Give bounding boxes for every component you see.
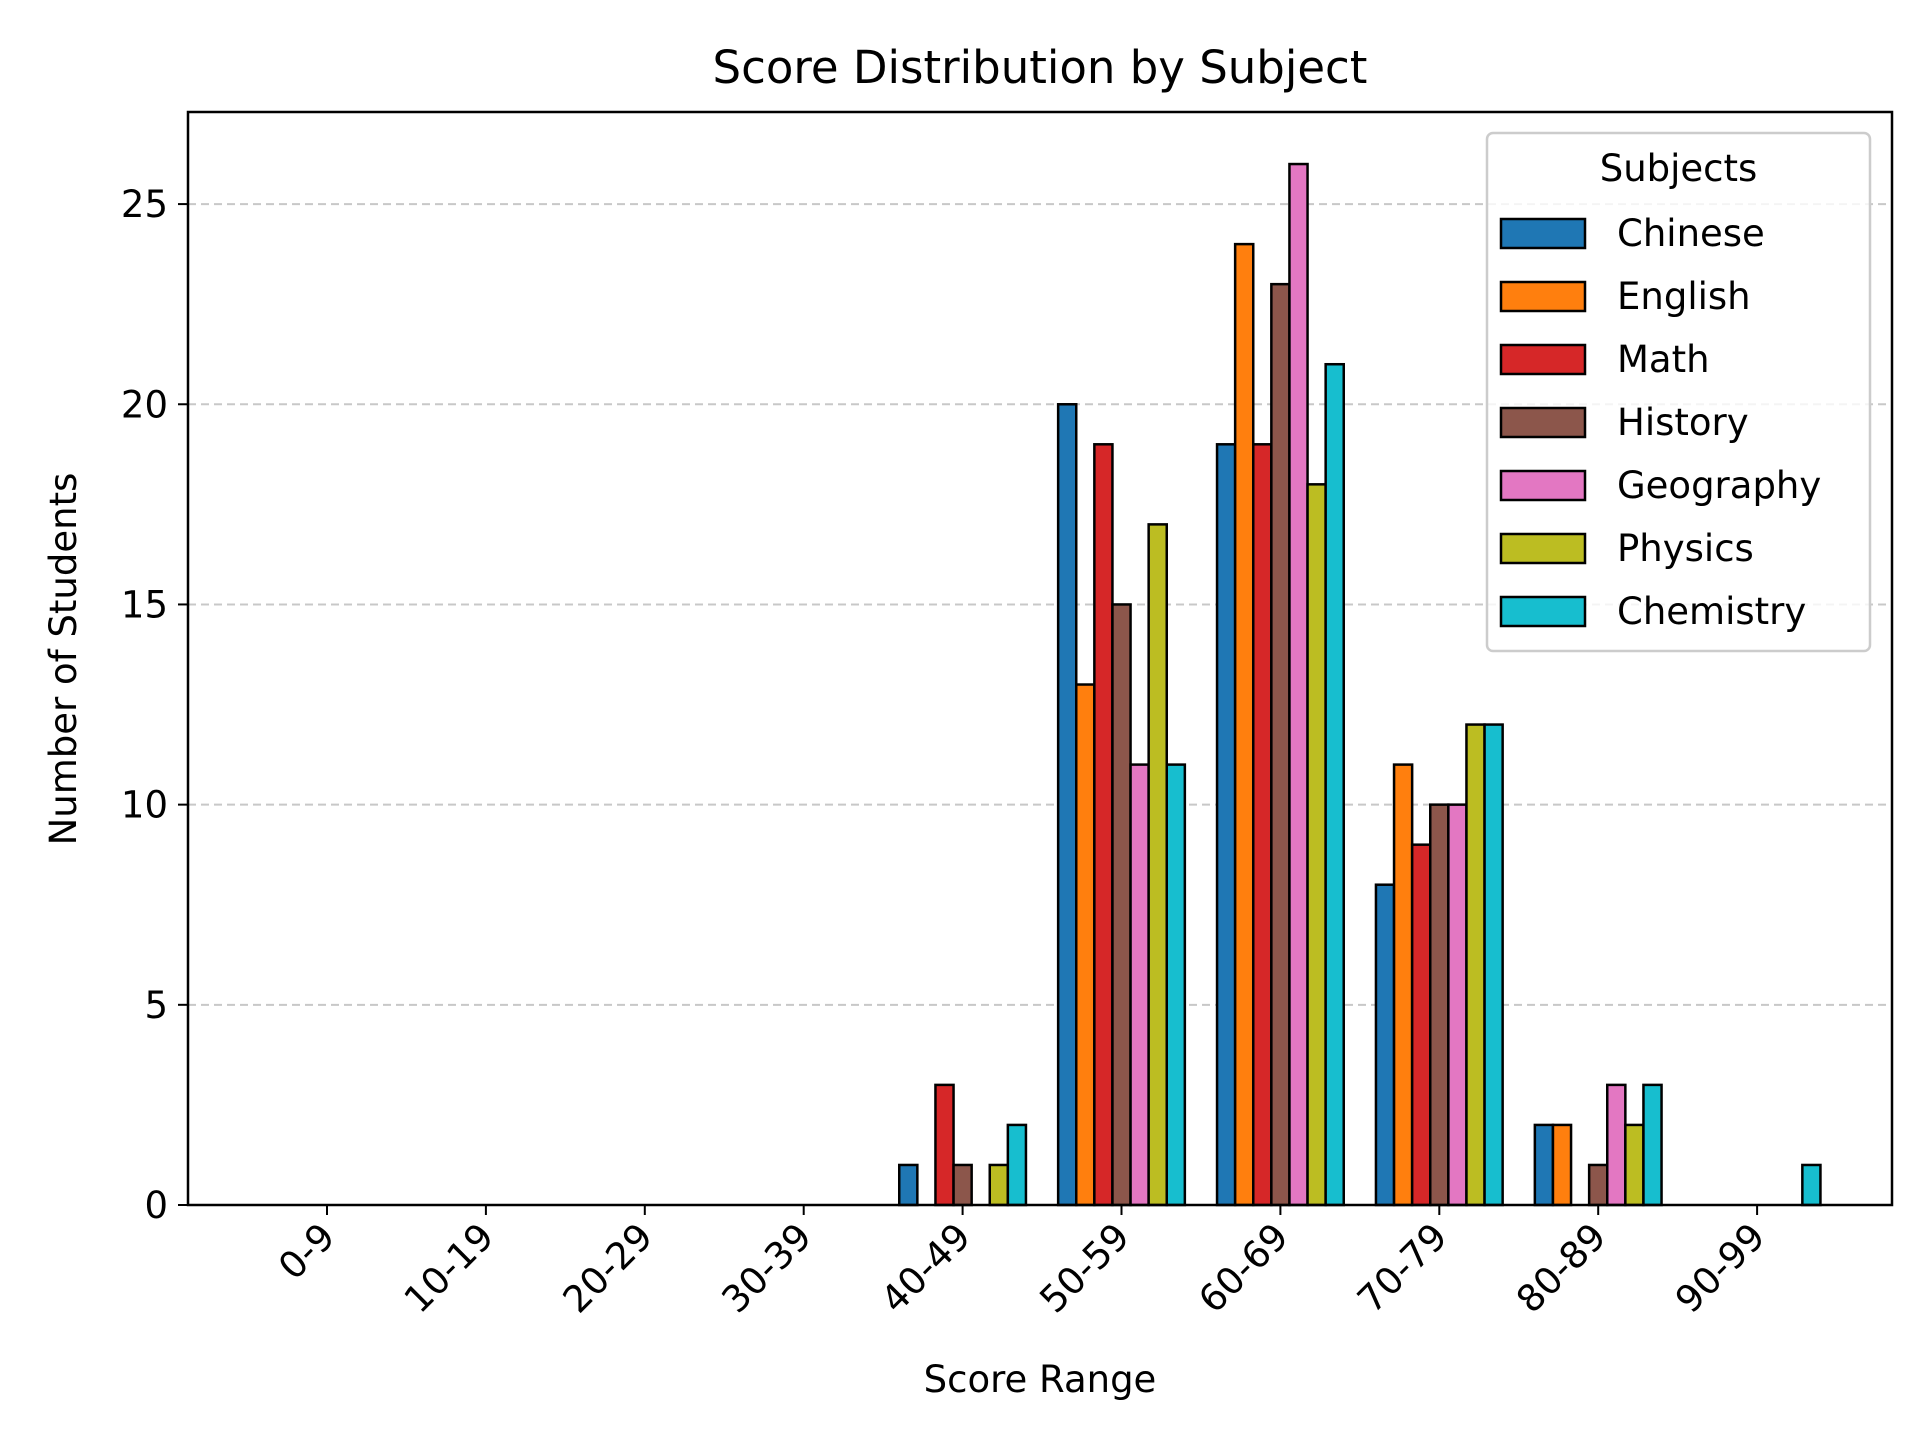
chart-title: Score Distribution by Subject [713,41,1368,94]
legend-swatch-chinese [1499,217,1587,250]
bar-history-40-49 [952,1163,973,1207]
y-tick-label: 5 [144,984,168,1027]
bar-history-60-69 [1270,282,1291,1207]
y-tick-label: 20 [121,383,168,426]
bar-math-50-59 [1093,443,1114,1207]
bar-chemistry-40-49 [1006,1123,1028,1207]
bar-geography-70-79 [1447,803,1468,1207]
bar-physics-80-89 [1624,1123,1645,1207]
legend-swatch-chemistry [1499,595,1587,628]
bar-chinese-80-89 [1533,1123,1555,1207]
legend: Subjects Chinese English Math History Geograp… [1485,131,1872,653]
bar-physics-60-69 [1306,483,1327,1207]
legend-box [1485,131,1872,653]
legend-label-geography: Geography [1617,464,1821,507]
plot-frame [186,110,1894,1207]
bar-chinese-50-59 [1056,403,1078,1207]
y-tick-label: 10 [121,784,168,827]
y-tick-label: 0 [144,1184,168,1227]
bar-english-70-79 [1392,763,1414,1207]
bar-history-70-79 [1429,803,1450,1207]
y-tick-label: 15 [121,583,168,626]
bar-english-50-59 [1075,683,1096,1207]
legend-label-math: Math [1617,338,1710,381]
y-axis-label: Number of Students [42,473,85,846]
legend-swatch-english [1499,280,1587,313]
bar-physics-40-49 [988,1163,1010,1207]
legend-swatch-history [1499,406,1587,439]
bar-math-60-69 [1252,443,1273,1207]
y-tick-label: 25 [121,183,168,226]
bar-chemistry-70-79 [1483,723,1504,1207]
bar-physics-50-59 [1147,523,1169,1207]
legend-label-english: English [1617,275,1751,318]
bar-geography-60-69 [1288,162,1309,1207]
bar-history-50-59 [1111,603,1132,1207]
bar-english-60-69 [1233,242,1255,1207]
legend-label-chemistry: Chemistry [1617,590,1806,633]
legend-title: Subjects [1600,147,1758,190]
legend-label-chinese: Chinese [1617,212,1765,255]
bar-geography-50-59 [1129,763,1150,1207]
legend-swatch-geography [1499,469,1587,502]
bar-chemistry-60-69 [1324,362,1346,1207]
legend-label-physics: Physics [1617,527,1754,570]
bar-math-40-49 [934,1083,955,1207]
bar-chemistry-90-99 [1801,1163,1822,1207]
bar-english-80-89 [1551,1123,1573,1207]
bars [898,162,1822,1207]
bar-physics-70-79 [1465,723,1486,1207]
bar-chemistry-50-59 [1165,763,1187,1207]
legend-swatch-math [1499,343,1587,376]
bar-history-80-89 [1587,1163,1609,1207]
bar-chinese-60-69 [1215,443,1237,1207]
bar-math-70-79 [1410,843,1432,1207]
bar-geography-80-89 [1606,1083,1627,1207]
x-axis-label: Score Range [924,1358,1157,1401]
bar-chinese-40-49 [898,1163,919,1207]
bar-chemistry-80-89 [1642,1083,1663,1207]
legend-swatch-physics [1499,532,1587,565]
bar-chinese-70-79 [1374,883,1396,1207]
legend-label-history: History [1617,401,1749,444]
y-axis: 0 5 10 15 20 25 [121,183,188,1227]
